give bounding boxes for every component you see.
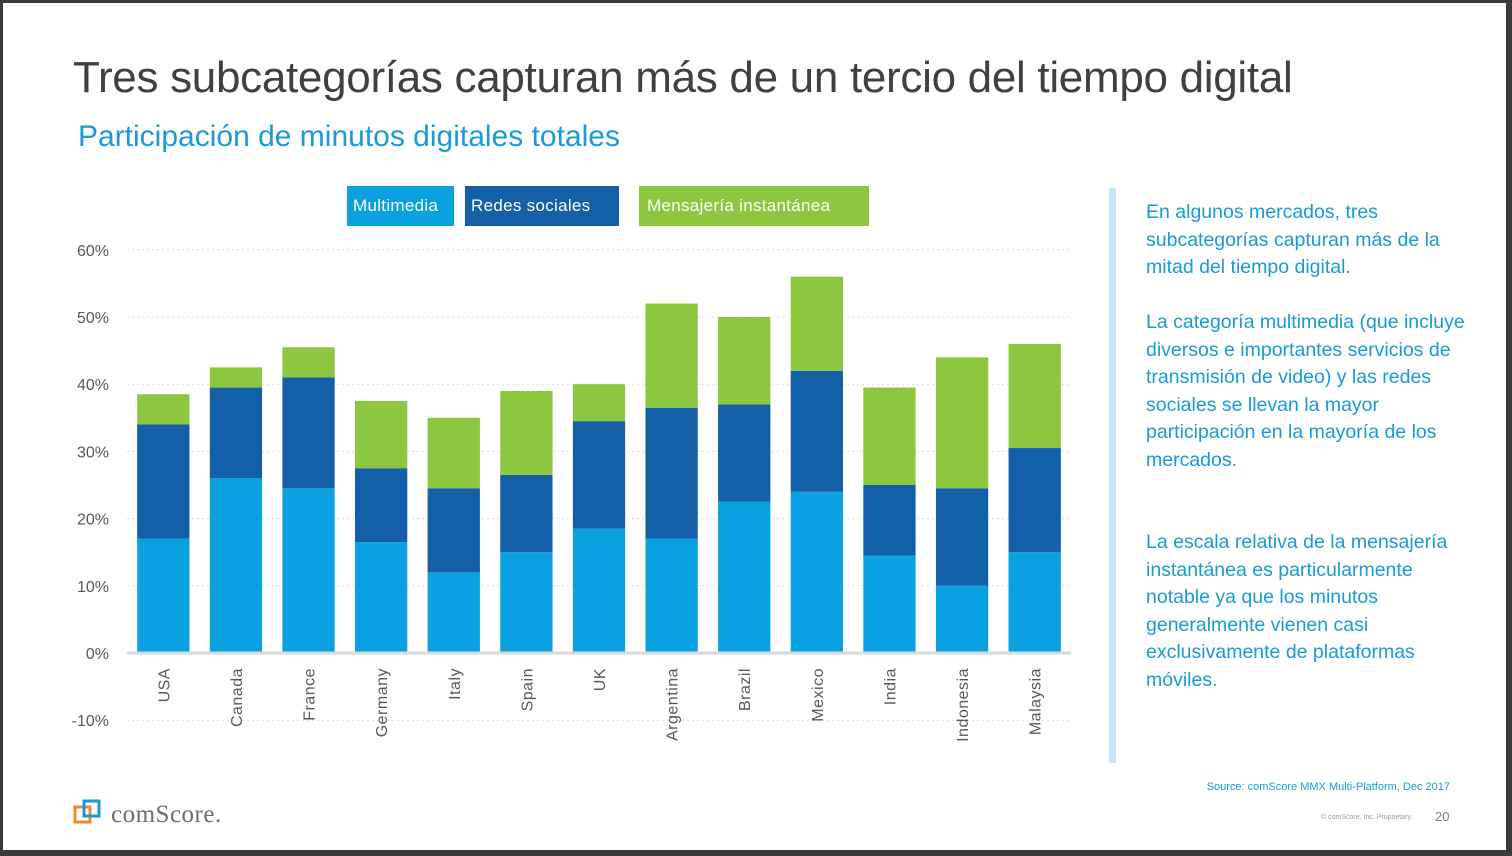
bar-uk-mensajer-a-instant-nea <box>572 384 626 422</box>
sidebar-paragraph-2: La categoría multimedia (que incluye div… <box>1146 311 1465 471</box>
source-note: Source: comScore MMX Multi-Platform, Dec… <box>1206 781 1450 793</box>
sidebar-paragraph-3: La escala relativa de la mensajería inst… <box>1146 531 1448 691</box>
bar-india-redes-sociales <box>863 485 916 556</box>
bar-malaysia-redes-sociales <box>1008 448 1061 553</box>
y-tick-label: 60% <box>77 243 109 260</box>
y-tick-label: -10% <box>72 713 109 730</box>
comscore-logo: comScore. <box>73 798 221 828</box>
bar-malaysia-multimedia <box>1008 552 1061 653</box>
bar-usa-multimedia <box>137 538 190 653</box>
bar-india-multimedia <box>863 555 916 653</box>
bar-canada-redes-sociales <box>209 387 263 479</box>
x-tick-label: Brazil <box>737 668 754 711</box>
x-tick-label: Italy <box>447 668 464 700</box>
y-tick-label: 30% <box>77 444 109 461</box>
bar-germany-redes-sociales <box>355 468 408 543</box>
legend-redes-sociales: Redes sociales <box>465 186 619 226</box>
x-tick-label: Indonesia <box>955 668 972 742</box>
y-tick-label: 10% <box>77 579 109 596</box>
bar-indonesia-redes-sociales <box>935 488 989 586</box>
legend-multimedia: Multimedia <box>347 186 454 226</box>
bar-germany-multimedia <box>355 542 408 653</box>
stacked-bar-chart: 60% 50% 40% 30% 20% 10% 0% -10% USA Canada France G… <box>72 243 1071 742</box>
page-number: 20 <box>1435 809 1450 824</box>
x-tick-label: India <box>882 668 899 705</box>
bar-argentina-redes-sociales <box>645 407 698 539</box>
bar-mexico-mensajer-a-instant-nea <box>790 276 843 371</box>
bar-italy-multimedia <box>427 572 480 653</box>
x-tick-label: Spain <box>519 668 536 711</box>
x-tick-label: USA <box>156 668 173 702</box>
bar-brazil-multimedia <box>718 501 771 653</box>
y-tick-label: 40% <box>77 377 109 394</box>
bar-spain-redes-sociales <box>500 474 553 553</box>
bar-brazil-mensajer-a-instant-nea <box>718 317 771 405</box>
bar-uk-redes-sociales <box>572 421 626 529</box>
bar-france-mensajer-a-instant-nea <box>282 347 335 378</box>
x-tick-label: UK <box>592 668 609 691</box>
bar-usa-redes-sociales <box>137 424 190 539</box>
slide-subtitle: Participación de minutos digitales total… <box>78 120 620 153</box>
bar-canada-multimedia <box>209 478 263 653</box>
bar-brazil-redes-sociales <box>718 404 771 502</box>
y-tick-label: 50% <box>77 310 109 327</box>
slide-title: Tres subcategorías capturan más de un te… <box>73 53 1293 102</box>
legend-mensajeria: Mensajería instantánea <box>639 186 869 226</box>
x-tick-label: Germany <box>374 668 391 737</box>
bar-canada-mensajer-a-instant-nea <box>209 367 263 388</box>
bar-usa-mensajer-a-instant-nea <box>137 394 190 425</box>
x-tick-label: Malaysia <box>1028 668 1045 735</box>
y-tick-label: 0% <box>86 646 109 663</box>
bar-spain-mensajer-a-instant-nea <box>500 390 553 475</box>
bar-france-redes-sociales <box>282 377 335 489</box>
bar-indonesia-mensajer-a-instant-nea <box>935 357 989 489</box>
bar-malaysia-mensajer-a-instant-nea <box>1008 343 1061 449</box>
sidebar-paragraph-1: En algunos mercados, tres subcategorías … <box>1146 201 1440 278</box>
comscore-logo-icon <box>73 799 101 824</box>
slide: Tres subcategorías capturan más de un te… <box>3 3 1506 850</box>
bar-spain-multimedia <box>500 552 553 653</box>
x-tick-label: Argentina <box>665 668 682 741</box>
sidebar-divider <box>1109 188 1116 763</box>
bar-indonesia-multimedia <box>935 585 989 653</box>
bar-germany-mensajer-a-instant-nea <box>355 401 408 469</box>
x-tick-label: Canada <box>229 668 246 727</box>
x-tick-label: Mexico <box>810 668 827 722</box>
bar-italy-mensajer-a-instant-nea <box>427 417 480 489</box>
bar-argentina-mensajer-a-instant-nea <box>645 303 698 408</box>
bar-argentina-multimedia <box>645 538 698 653</box>
x-tick-label: France <box>302 668 319 721</box>
bar-mexico-redes-sociales <box>790 370 843 492</box>
bar-uk-multimedia <box>572 528 626 653</box>
bar-india-mensajer-a-instant-nea <box>863 387 916 485</box>
logo-text: comScore. <box>111 801 222 828</box>
bar-france-multimedia <box>282 488 335 653</box>
bar-mexico-multimedia <box>790 491 843 653</box>
bar-italy-redes-sociales <box>427 488 480 573</box>
copyright: © comScore, Inc. Proprietary. <box>1321 814 1413 821</box>
y-tick-label: 20% <box>77 512 109 529</box>
